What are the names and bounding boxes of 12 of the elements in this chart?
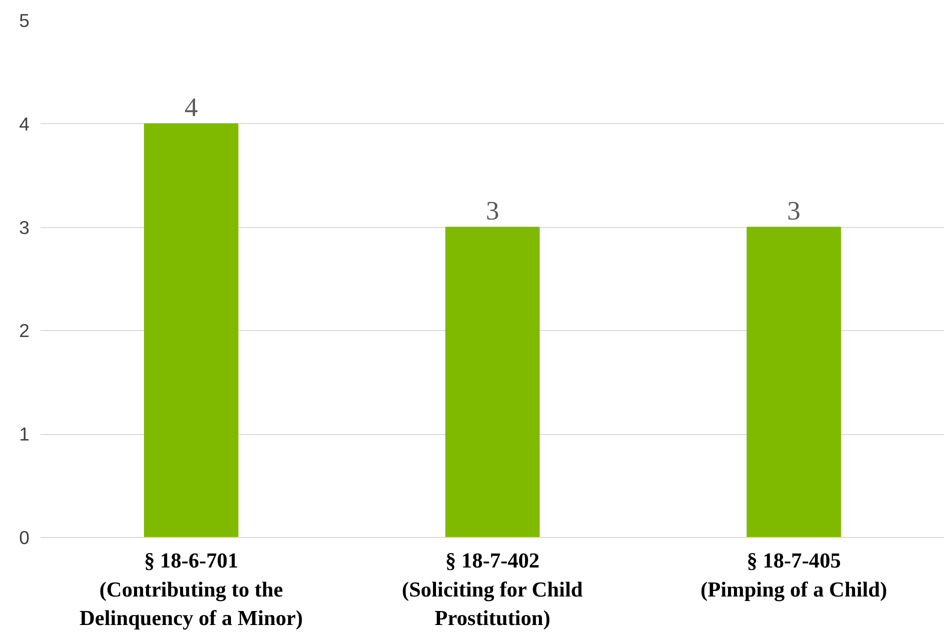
y-tick-label: 4 bbox=[19, 113, 30, 134]
y-tick-label: 0 bbox=[19, 527, 30, 548]
y-tick-label: 5 bbox=[19, 10, 30, 31]
x-tick-label: § 18-6-701 (Contributing to the Delinquency of a Minor) bbox=[79, 548, 303, 630]
y-tick-label: 3 bbox=[19, 216, 30, 238]
x-tick-label: § 18-7-405 (Pimping of a Child) bbox=[700, 548, 888, 602]
x-tick-label: § 18-7-402 (Soliciting for Child Prostitution) bbox=[402, 548, 583, 630]
data-label: 4 bbox=[184, 92, 198, 122]
data-label: 3 bbox=[787, 195, 800, 226]
data-label: 3 bbox=[486, 195, 500, 226]
y-tick-label: 1 bbox=[19, 424, 30, 445]
y-tick-label: 2 bbox=[19, 320, 30, 342]
